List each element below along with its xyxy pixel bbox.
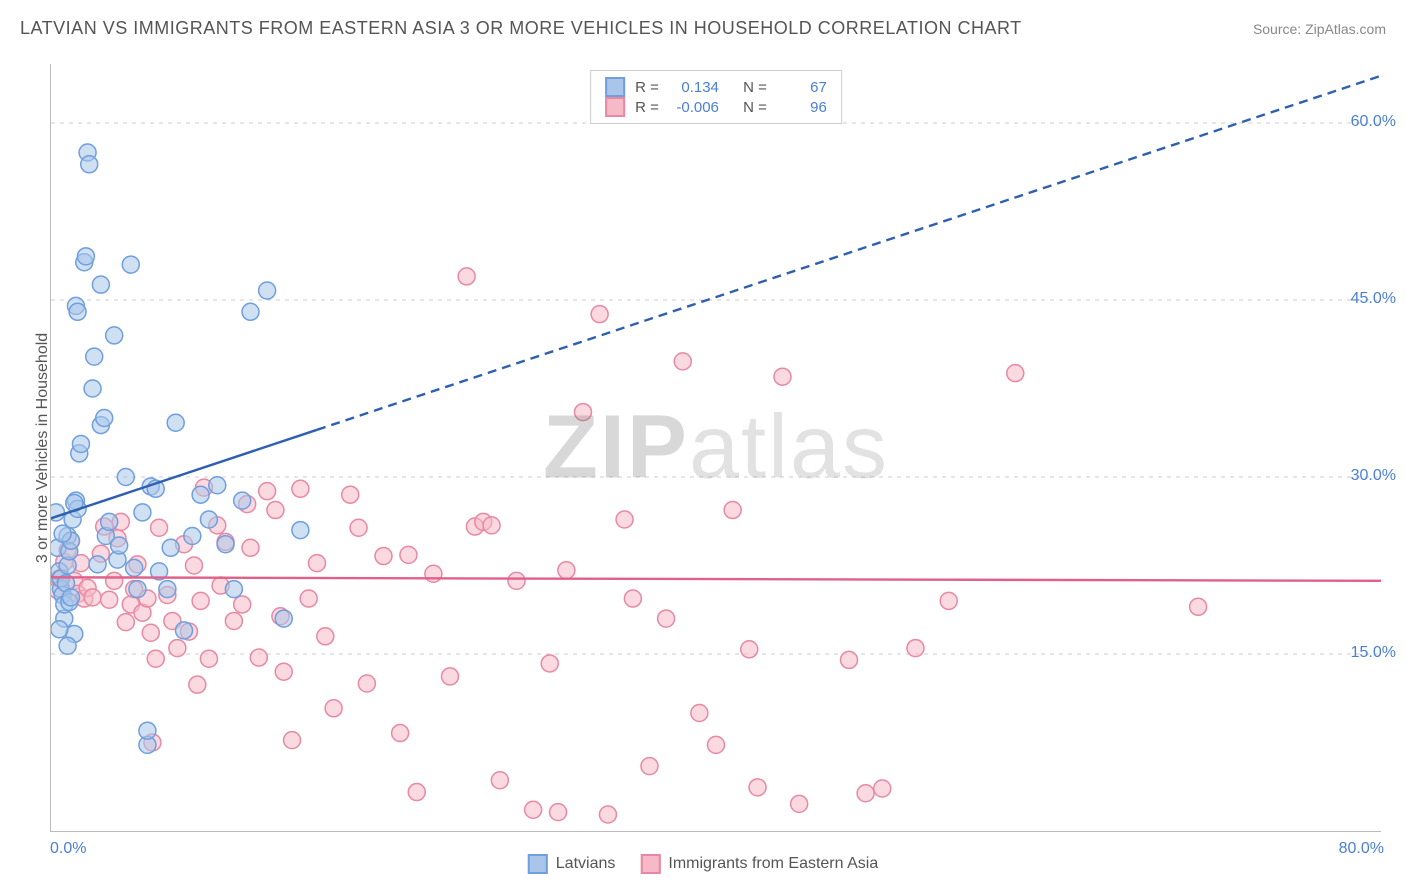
swatch-latvians	[528, 854, 548, 874]
x-tick-label: 80.0%	[1339, 840, 1384, 858]
swatch-series-1	[605, 97, 625, 117]
title-bar: LATVIAN VS IMMIGRANTS FROM EASTERN ASIA …	[20, 18, 1386, 39]
r-value-0: 0.134	[669, 79, 719, 96]
y-tick-label: 15.0%	[1351, 644, 1396, 662]
legend-item-1: Immigrants from Eastern Asia	[640, 854, 878, 874]
source-label: Source: ZipAtlas.com	[1253, 21, 1386, 37]
legend-stats: R = 0.134 N = 67 R = -0.006 N = 96	[590, 70, 842, 124]
legend-bottom: Latvians Immigrants from Eastern Asia	[528, 854, 878, 874]
legend-label-0: Latvians	[556, 855, 616, 873]
y-tick-label: 30.0%	[1351, 467, 1396, 485]
r-label: R =	[635, 79, 659, 96]
legend-stats-row-0: R = 0.134 N = 67	[605, 77, 827, 97]
legend-stats-row-1: R = -0.006 N = 96	[605, 97, 827, 117]
plot-area: 3 or more Vehicles in Household ZIPatlas…	[50, 64, 1381, 832]
chart-canvas	[51, 64, 1381, 831]
y-tick-label: 45.0%	[1351, 290, 1396, 308]
n-label: N =	[743, 99, 767, 116]
swatch-immigrants	[640, 854, 660, 874]
n-value-1: 96	[777, 99, 827, 116]
chart-title: LATVIAN VS IMMIGRANTS FROM EASTERN ASIA …	[20, 18, 1022, 39]
legend-item-0: Latvians	[528, 854, 616, 874]
swatch-series-0	[605, 77, 625, 97]
n-value-0: 67	[777, 79, 827, 96]
y-axis-label: 3 or more Vehicles in Household	[34, 332, 52, 562]
r-value-1: -0.006	[669, 99, 719, 116]
r-label: R =	[635, 99, 659, 116]
y-tick-label: 60.0%	[1351, 113, 1396, 131]
x-tick-label: 0.0%	[50, 840, 86, 858]
n-label: N =	[743, 79, 767, 96]
legend-label-1: Immigrants from Eastern Asia	[668, 855, 878, 873]
